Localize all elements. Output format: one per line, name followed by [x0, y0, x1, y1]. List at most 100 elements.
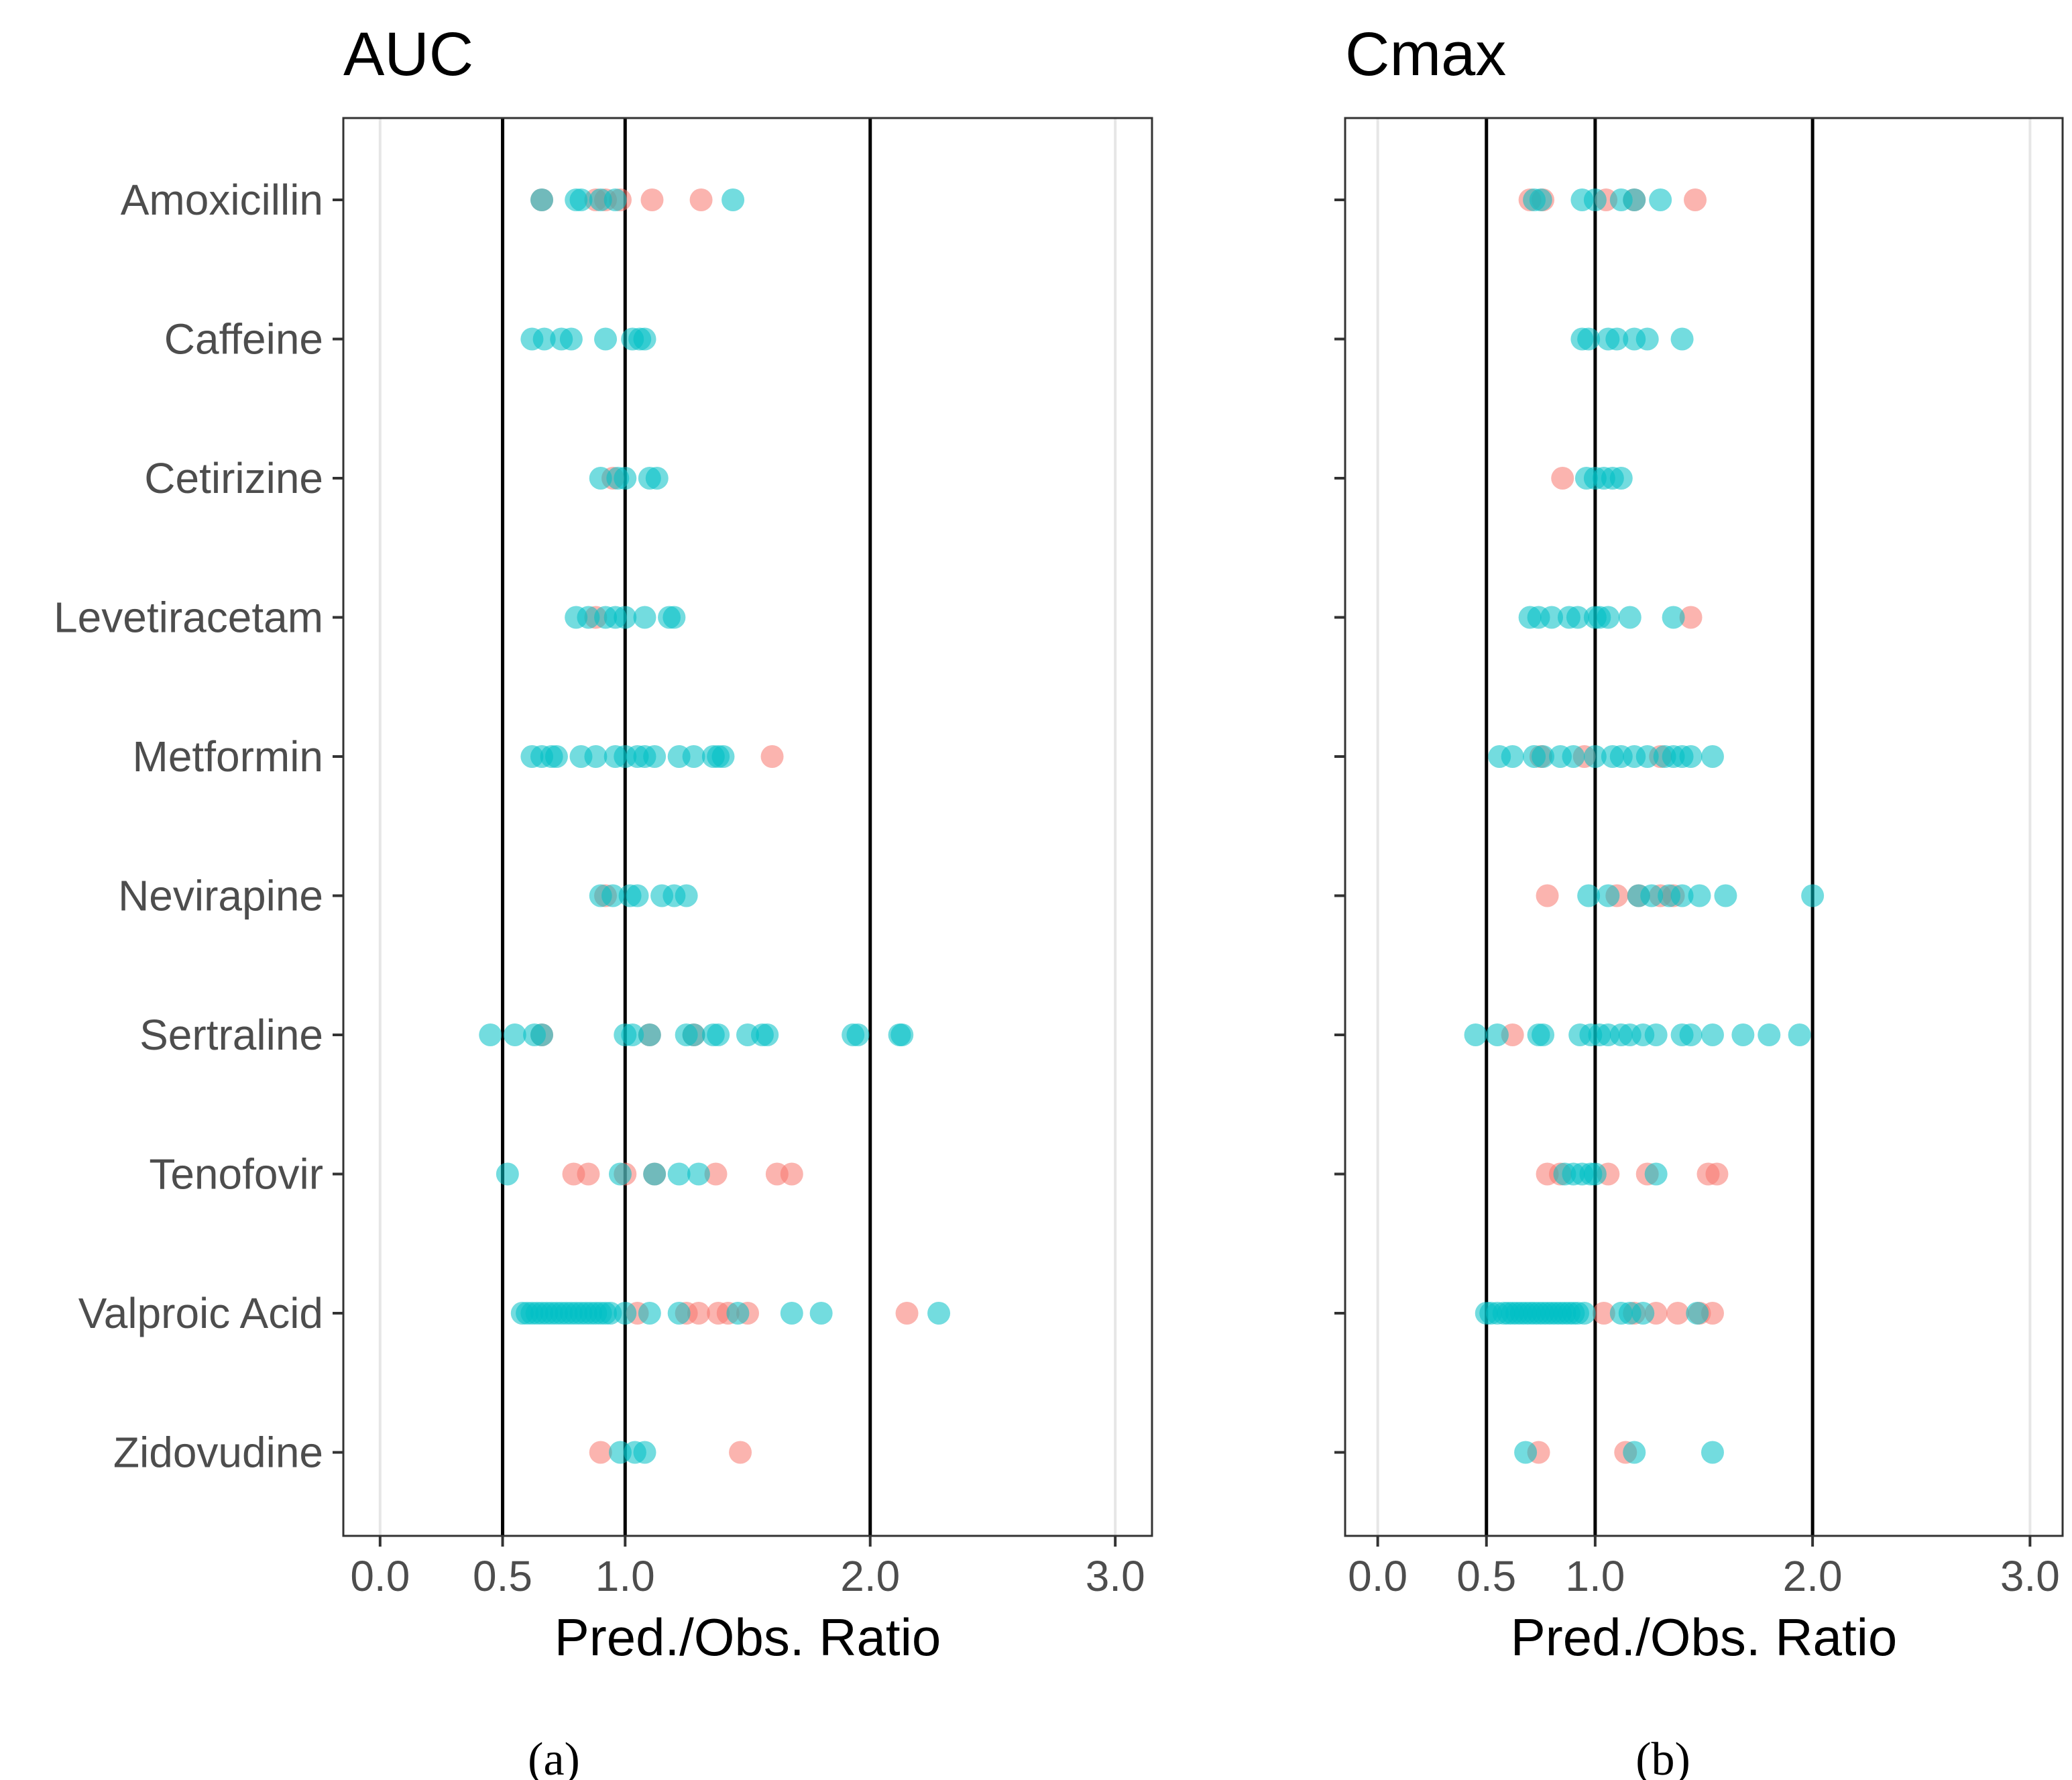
point-auc-teal-sertraline-6	[638, 1023, 661, 1046]
point-auc-teal-tenofovir-2	[643, 1162, 667, 1186]
point-cmax-teal-sertraline-15	[1731, 1023, 1755, 1046]
category-label-metformin: Metformin	[133, 732, 324, 781]
point-cmax-teal-metformin-15	[1701, 745, 1724, 768]
point-auc-teal-caffeine-7	[633, 327, 656, 351]
point-cmax-teal-cetirizine-4	[1609, 467, 1633, 490]
point-auc-teal-valproic-acid-21	[667, 1302, 691, 1325]
point-auc-teal-sertraline-10	[707, 1023, 730, 1046]
point-auc-teal-metformin-5	[584, 745, 608, 768]
point-auc-teal-tenofovir-0	[496, 1162, 519, 1186]
point-cmax-teal-zidovudine-1	[1623, 1441, 1646, 1464]
point-cmax-teal-nevirapine-8	[1801, 884, 1825, 907]
point-auc-teal-caffeine-3	[559, 327, 583, 351]
point-auc-teal-tenofovir-4	[687, 1162, 710, 1186]
point-cmax-teal-valproic-acid-25	[1686, 1302, 1709, 1325]
point-auc-teal-tenofovir-3	[667, 1162, 691, 1186]
reference-lines-auc	[501, 118, 872, 1536]
point-auc-salmon-zidovudine-0	[589, 1441, 612, 1464]
point-cmax-teal-tenofovir-4	[1583, 1162, 1607, 1186]
point-auc-salmon-metformin-0	[760, 745, 784, 768]
caption-b: (b)	[1635, 1734, 1690, 1780]
point-cmax-teal-nevirapine-7	[1714, 884, 1737, 907]
point-cmax-teal-metformin-3	[1532, 745, 1555, 768]
point-cmax-salmon-nevirapine-0	[1536, 884, 1559, 907]
point-auc-teal-sertraline-13	[756, 1023, 779, 1046]
x-axis-ticks-cmax: 0.0 0.5 1.0 2.0 3.0	[1348, 1536, 2060, 1600]
point-cmax-teal-metformin-1	[1501, 745, 1524, 768]
point-auc-teal-metformin-15	[711, 745, 735, 768]
category-axis-auc: Amoxicillin Caffeine Cetirizine Levetiracet…	[54, 176, 343, 1477]
x-tick-label-cmax-0: 0.0	[1348, 1552, 1407, 1600]
point-auc-teal-caffeine-1	[532, 327, 556, 351]
point-cmax-teal-sertraline-11	[1644, 1023, 1668, 1046]
point-cmax-teal-caffeine-5	[1635, 327, 1659, 351]
point-auc-teal-valproic-acid-25	[927, 1302, 951, 1325]
point-cmax-salmon-valproic-acid-3	[1666, 1302, 1690, 1325]
point-cmax-teal-levetiracetam-8	[1618, 606, 1642, 629]
point-cmax-salmon-levetiracetam-0	[1679, 606, 1703, 629]
category-axis-cmax	[1334, 199, 1345, 1454]
point-auc-salmon-amoxicillin-4	[640, 188, 664, 211]
category-label-valproic-acid: Valproic Acid	[78, 1289, 323, 1337]
category-label-levetiracetam: Levetiracetam	[54, 594, 323, 642]
point-cmax-teal-valproic-acid-21	[1572, 1302, 1596, 1325]
point-auc-teal-valproic-acid-20	[638, 1302, 661, 1325]
points-auc	[479, 188, 951, 1464]
point-auc-teal-sertraline-15	[846, 1023, 870, 1046]
point-auc-teal-amoxicillin-5	[722, 188, 745, 211]
point-cmax-teal-metformin-10	[1635, 745, 1659, 768]
point-auc-teal-amoxicillin-4	[603, 188, 627, 211]
point-cmax-salmon-amoxicillin-4	[1684, 188, 1707, 211]
point-auc-teal-tenofovir-1	[608, 1162, 632, 1186]
x-tick-label-cmax-1: 0.5	[1456, 1552, 1516, 1600]
caption-b-text: (b)	[1635, 1734, 1690, 1780]
point-auc-salmon-valproic-acid-6	[895, 1302, 919, 1325]
point-cmax-teal-sertraline-1	[1485, 1023, 1509, 1046]
point-auc-salmon-valproic-acid-2	[687, 1302, 710, 1325]
point-cmax-teal-sertraline-16	[1758, 1023, 1781, 1046]
point-auc-salmon-tenofovir-6	[780, 1162, 803, 1186]
point-auc-salmon-amoxicillin-5	[689, 188, 713, 211]
x-tick-label-cmax-4: 3.0	[2000, 1552, 2060, 1600]
point-auc-teal-nevirapine-6	[675, 884, 698, 907]
point-auc-teal-sertraline-0	[479, 1023, 502, 1046]
point-auc-teal-metformin-3	[544, 745, 568, 768]
x-tick-label-cmax-2: 1.0	[1565, 1552, 1625, 1600]
point-auc-teal-valproic-acid-22	[726, 1302, 750, 1325]
point-cmax-teal-nevirapine-5	[1670, 884, 1694, 907]
point-cmax-salmon-valproic-acid-0	[1592, 1302, 1615, 1325]
point-auc-teal-sertraline-8	[682, 1023, 705, 1046]
category-label-amoxicillin: Amoxicillin	[121, 176, 323, 224]
category-label-tenofovir: Tenofovir	[149, 1150, 323, 1199]
point-auc-teal-caffeine-4	[594, 327, 618, 351]
x-axis-title-cmax: Pred./Obs. Ratio	[1511, 1608, 1898, 1667]
point-cmax-teal-sertraline-13	[1679, 1023, 1703, 1046]
point-auc-teal-sertraline-5	[621, 1023, 644, 1046]
point-auc-teal-valproic-acid-23	[780, 1302, 803, 1325]
point-cmax-teal-sertraline-14	[1701, 1023, 1724, 1046]
point-cmax-teal-caffeine-1	[1577, 327, 1601, 351]
x-tick-label-auc-1: 0.5	[473, 1552, 532, 1600]
point-cmax-teal-tenofovir-5	[1644, 1162, 1668, 1186]
category-label-sertraline: Sertraline	[139, 1011, 323, 1059]
point-cmax-teal-amoxicillin-5	[1623, 188, 1646, 211]
x-tick-label-auc-2: 1.0	[595, 1552, 655, 1600]
caption-a-text: (a)	[528, 1734, 580, 1780]
x-tick-label-auc-3: 2.0	[840, 1552, 900, 1600]
point-auc-salmon-tenofovir-4	[704, 1162, 728, 1186]
reference-lines-cmax	[1485, 118, 1815, 1536]
point-cmax-teal-zidovudine-2	[1701, 1441, 1724, 1464]
category-label-nevirapine: Nevirapine	[118, 872, 323, 920]
points-cmax	[1464, 188, 1825, 1464]
point-cmax-teal-levetiracetam-2	[1540, 606, 1564, 629]
point-auc-teal-cetirizine-0	[589, 467, 612, 490]
plot-frame-cmax	[1344, 117, 2064, 1537]
point-cmax-teal-amoxicillin-1	[1529, 188, 1552, 211]
point-auc-teal-sertraline-1	[503, 1023, 526, 1046]
category-label-cetirizine: Cetirizine	[144, 454, 323, 502]
point-auc-teal-levetiracetam-1	[577, 606, 600, 629]
point-auc-teal-levetiracetam-4	[614, 606, 637, 629]
point-auc-teal-cetirizine-4	[645, 467, 669, 490]
point-auc-teal-nevirapine-1	[601, 884, 624, 907]
panel-auc: AUC Amoxicillin Caffeine Cetirizine Levetir…	[54, 20, 1153, 1780]
